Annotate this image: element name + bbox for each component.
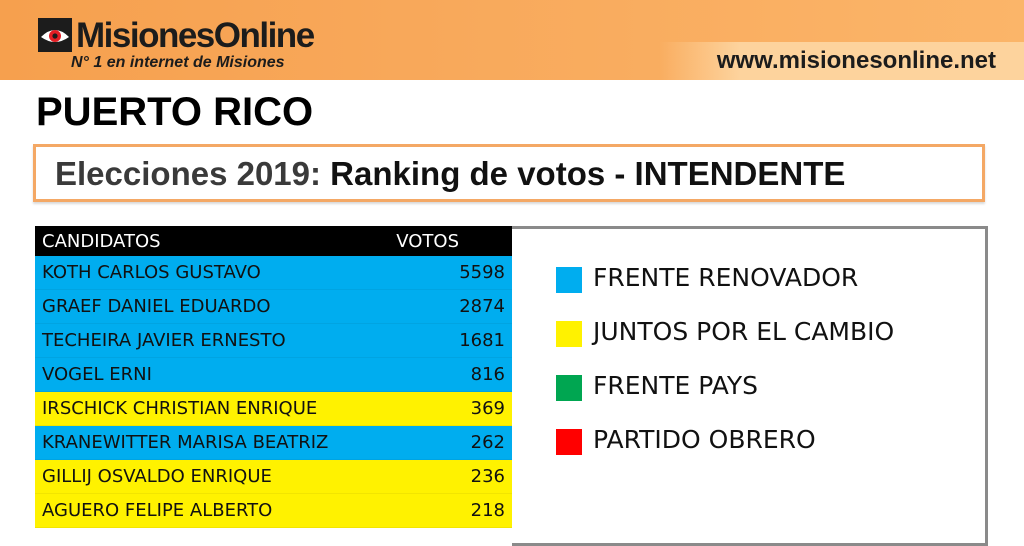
logo-name: MisionesOnline — [76, 16, 315, 55]
place-title: PUERTO RICO — [36, 90, 314, 134]
legend-swatch — [556, 429, 582, 455]
table-row: TECHEIRA JAVIER ERNESTO 1681 — [35, 324, 512, 358]
legend-label: JUNTOS POR EL CAMBIO — [593, 317, 895, 346]
candidate-name: KRANEWITTER MARISA BEATRIZ — [42, 432, 329, 453]
title-prefix: Elecciones 2019: — [55, 155, 321, 192]
candidate-votes: 369 — [470, 398, 505, 419]
table-body: KOTH CARLOS GUSTAVO 5598 GRAEF DANIEL EDUA… — [35, 256, 512, 528]
legend-label: FRENTE RENOVADOR — [593, 263, 859, 292]
party-legend: FRENTE RENOVADOR JUNTOS POR EL CAMBIO FREN… — [512, 226, 988, 546]
table-row: IRSCHICK CHRISTIAN ENRIQUE 369 — [35, 392, 512, 426]
site-url[interactable]: www.misionesonline.net — [716, 47, 996, 74]
site-header: MisionesOnline N° 1 en internet de Misio… — [0, 0, 1024, 80]
table-row: GRAEF DANIEL EDUARDO 2874 — [35, 290, 512, 324]
candidate-name: GILLIJ OSVALDO ENRIQUE — [42, 466, 272, 487]
chart-title-box: Elecciones 2019: Ranking de votos - INTE… — [33, 144, 985, 202]
candidate-name: VOGEL ERNI — [42, 364, 152, 385]
site-logo[interactable]: MisionesOnline N° 1 en internet de Misio… — [38, 14, 318, 76]
legend-swatch — [556, 375, 582, 401]
table-row: KOTH CARLOS GUSTAVO 5598 — [35, 256, 512, 290]
table-row: VOGEL ERNI 816 — [35, 358, 512, 392]
logo-tagline: N° 1 en internet de Misiones — [71, 54, 285, 71]
candidate-votes: 816 — [470, 364, 505, 385]
candidate-votes: 5598 — [459, 262, 505, 283]
title-main: Ranking de votos - INTENDENTE — [330, 155, 846, 192]
legend-swatch — [556, 267, 582, 293]
legend-label: PARTIDO OBRERO — [593, 425, 816, 454]
candidate-votes: 1681 — [459, 330, 505, 351]
legend-swatch — [556, 321, 582, 347]
table-header-row: CANDIDATOS VOTOS — [35, 226, 512, 256]
candidate-votes: 236 — [470, 466, 505, 487]
candidate-name: GRAEF DANIEL EDUARDO — [42, 296, 271, 317]
candidate-votes: 2874 — [459, 296, 505, 317]
column-header-candidates: CANDIDATOS — [42, 231, 161, 252]
table-row: GILLIJ OSVALDO ENRIQUE 236 — [35, 460, 512, 494]
votes-table: CANDIDATOS VOTOS KOTH CARLOS GUSTAVO 5598… — [35, 226, 512, 528]
site-url-banner: www.misionesonline.net — [660, 42, 1024, 80]
eye-logo-icon — [38, 18, 72, 52]
table-row: KRANEWITTER MARISA BEATRIZ 262 — [35, 426, 512, 460]
candidate-name: IRSCHICK CHRISTIAN ENRIQUE — [42, 398, 318, 419]
candidate-name: KOTH CARLOS GUSTAVO — [42, 262, 261, 283]
candidate-name: TECHEIRA JAVIER ERNESTO — [42, 330, 286, 351]
candidate-votes: 218 — [470, 500, 505, 521]
chart-title: Elecciones 2019: Ranking de votos - INTE… — [55, 153, 845, 195]
column-header-votes: VOTOS — [396, 231, 459, 252]
candidate-votes: 262 — [470, 432, 505, 453]
table-row: AGUERO FELIPE ALBERTO 218 — [35, 494, 512, 528]
candidate-name: AGUERO FELIPE ALBERTO — [42, 500, 273, 521]
legend-label: FRENTE PAYS — [593, 371, 759, 400]
